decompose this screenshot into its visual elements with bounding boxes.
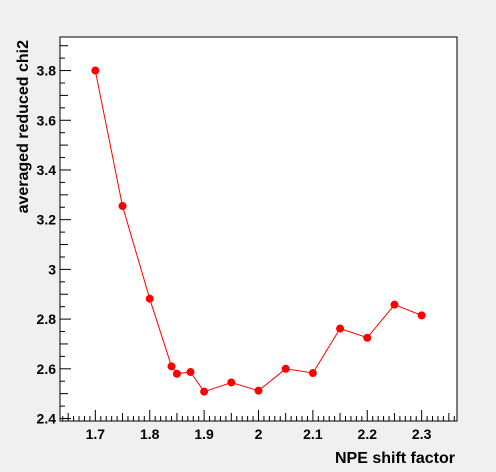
data-point (417, 311, 426, 320)
x-tick-label: 2 (255, 426, 263, 442)
y-tick-label: 2.6 (37, 361, 57, 377)
y-tick-label: 2.4 (37, 411, 57, 427)
series-layer (91, 66, 426, 396)
y-axis-title: averaged reduced chi2 (15, 40, 32, 214)
x-tick-label: 1.9 (194, 426, 214, 442)
y-tick-label: 3.8 (37, 63, 57, 79)
x-axis: 1.7 1.8 1.9 2 2.1 2.2 2.3 (62, 410, 455, 442)
x-tick-label: 2.3 (412, 426, 432, 442)
data-point (254, 386, 263, 395)
y-tick-label: 3.4 (37, 162, 57, 178)
data-point (336, 324, 345, 333)
x-tick-label: 2.2 (358, 426, 378, 442)
data-point (91, 66, 100, 75)
data-point (308, 369, 317, 378)
data-point (186, 368, 195, 377)
y-axis: 2.4 2.6 2.8 3 3.2 3.4 3.6 3.8 (37, 45, 71, 427)
data-point (363, 333, 372, 342)
data-point (281, 364, 290, 373)
y-tick-label: 2.8 (37, 311, 57, 327)
y-tick-label: 3 (48, 261, 56, 277)
data-point (118, 202, 127, 211)
data-point (167, 362, 176, 371)
data-point (390, 300, 399, 309)
y-tick-label: 3.6 (37, 112, 57, 128)
plot-area (59, 36, 458, 422)
x-tick-label: 1.8 (140, 426, 160, 442)
data-point (172, 369, 181, 378)
y-tick-label: 3.2 (37, 212, 57, 228)
data-point (227, 378, 236, 387)
data-point (145, 294, 154, 303)
x-tick-label: 2.1 (303, 426, 323, 442)
x-axis-title: NPE shift factor (335, 450, 455, 467)
data-point (200, 387, 209, 396)
x-tick-label: 1.7 (86, 426, 106, 442)
